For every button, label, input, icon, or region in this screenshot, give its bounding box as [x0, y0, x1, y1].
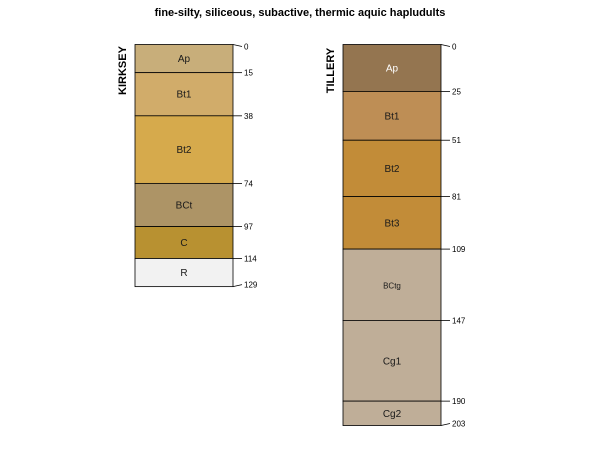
profile-name: TILLERY — [325, 47, 337, 93]
horizon-label: Ap — [178, 54, 191, 65]
depth-tick — [232, 44, 243, 47]
depth-label: 97 — [244, 223, 253, 232]
horizon-label: BCtg — [383, 281, 401, 290]
depth-label: 74 — [244, 179, 253, 188]
soil-profile-kirksey: Ap Bt1 Bt2 BCt C R KIRKSEY 0 15 38 74 97 114 129 — [117, 43, 258, 290]
depth-tick — [232, 284, 243, 288]
soil-profile-tillery: Ap Bt1 Bt2 Bt3 BCtg Cg1 Cg2 TILLERY 0 25 51 81 109 14… — [325, 43, 466, 429]
horizon-bt2 — [342, 139, 442, 197]
depth-label: 15 — [244, 69, 253, 78]
profiles-group: Ap Bt1 Bt2 BCt C R KIRKSEY 0 15 38 74 97 114 129 Ap Bt1… — [117, 43, 466, 429]
depth-label: 38 — [244, 112, 253, 121]
horizon-label: R — [180, 268, 187, 279]
horizon-bt3 — [342, 196, 442, 250]
horizon-label: Cg1 — [383, 356, 402, 367]
horizon-cg2 — [342, 400, 442, 426]
depth-label: 129 — [244, 281, 258, 290]
horizon-label: C — [180, 238, 187, 249]
depth-label: 0 — [244, 43, 249, 52]
horizon-ap — [342, 44, 442, 92]
depth-label: 190 — [452, 397, 466, 406]
depth-label: 25 — [452, 87, 461, 96]
depth-label: 81 — [452, 193, 461, 202]
horizon-label: Ap — [386, 63, 399, 74]
horizon-bct — [134, 182, 234, 227]
depth-label: 0 — [452, 43, 457, 52]
horizon-cg1 — [342, 320, 442, 402]
profile-name: KIRKSEY — [117, 45, 129, 95]
horizon-label: Bt3 — [384, 218, 399, 229]
depth-label: 147 — [452, 316, 466, 325]
horizon-label: BCt — [176, 200, 193, 211]
horizon-bt1 — [134, 72, 234, 117]
depth-label: 203 — [452, 420, 466, 429]
horizon-bt1 — [342, 91, 442, 141]
horizon-label: Cg2 — [383, 409, 402, 420]
depth-tick — [440, 423, 451, 426]
depth-label: 51 — [452, 136, 461, 145]
horizon-bt2 — [134, 115, 234, 184]
depth-tick — [440, 44, 451, 47]
horizon-bctg — [342, 248, 442, 321]
depth-label: 114 — [244, 254, 257, 263]
horizon-label: Bt2 — [384, 164, 399, 175]
horizon-label: Bt1 — [384, 111, 399, 122]
horizon-label: Bt1 — [176, 90, 191, 101]
horizon-r — [134, 258, 234, 288]
figure-title: fine-silty, siliceous, subactive, thermi… — [155, 7, 446, 19]
horizon-ap — [134, 44, 234, 74]
horizon-label: Bt2 — [176, 145, 191, 156]
depth-label: 109 — [452, 245, 466, 254]
